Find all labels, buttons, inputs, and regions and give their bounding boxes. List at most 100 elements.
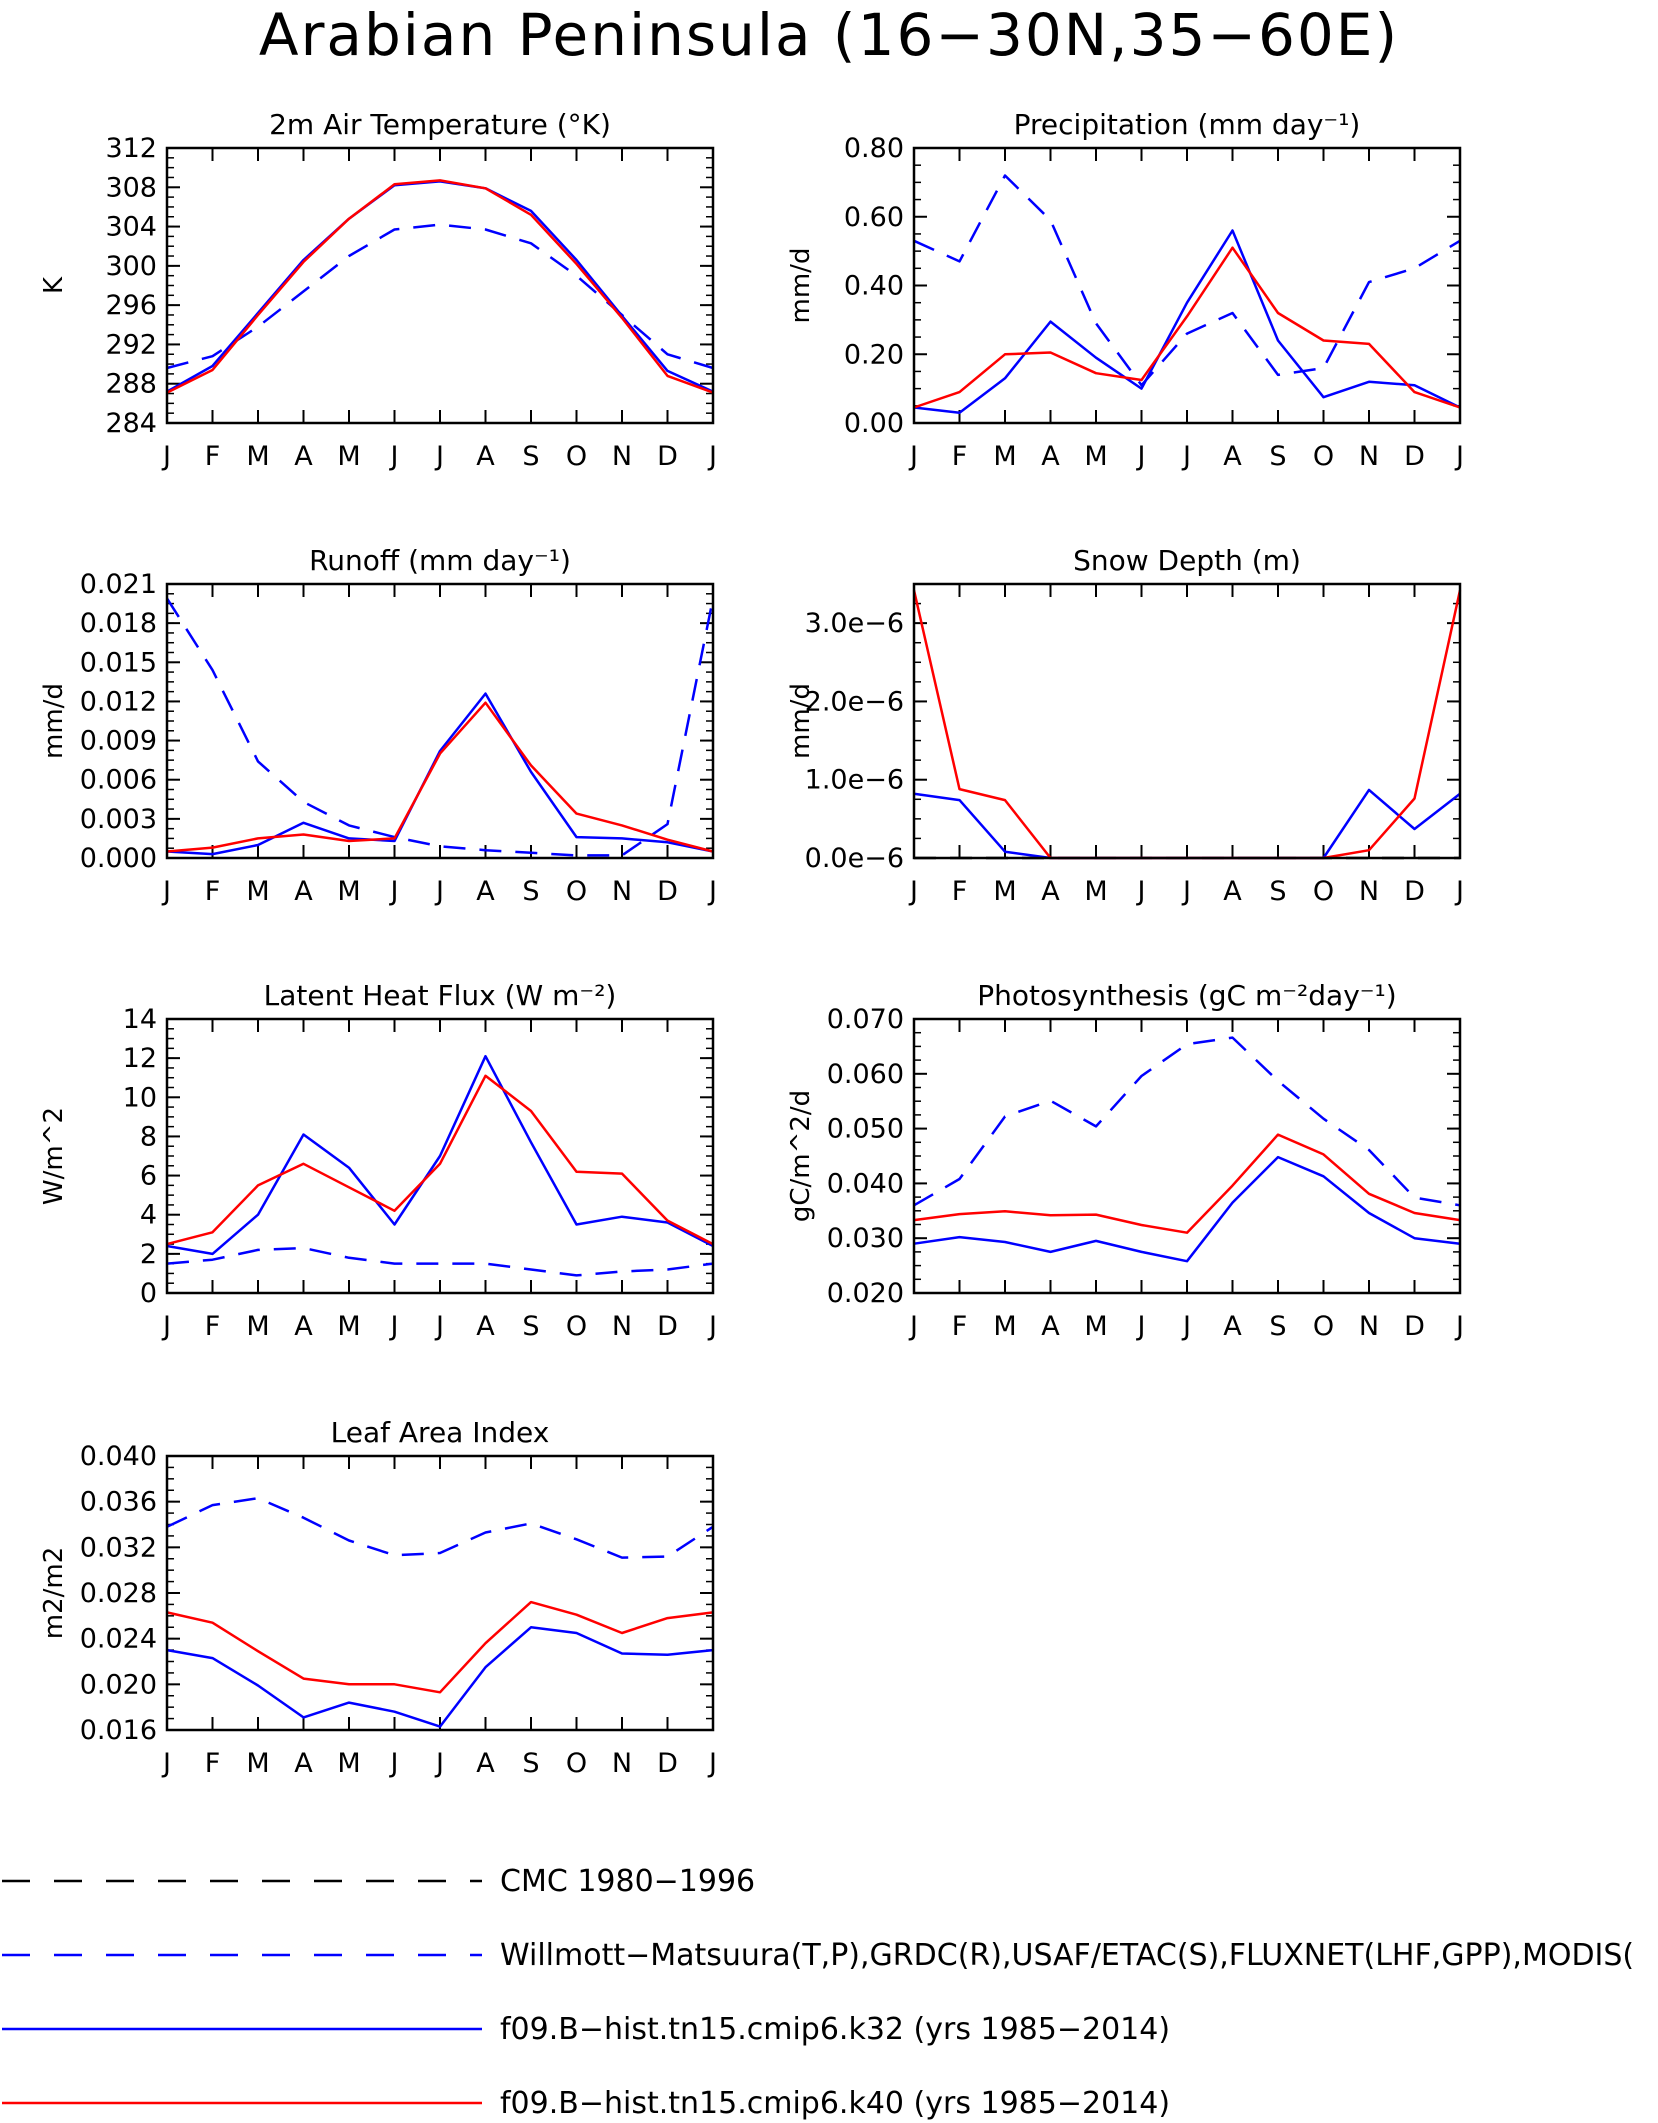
x-tick-label: A — [476, 441, 495, 472]
y-tick-label: 0.006 — [80, 765, 157, 796]
x-tick-label: F — [205, 1311, 221, 1342]
panel-photosynthesis-gc-m-day: Photosynthesis (gC m⁻²day⁻¹) gC/m^2/d 0.02… — [786, 979, 1464, 1342]
x-tick-label: S — [1269, 441, 1286, 472]
y-tick-label: 0.0e−6 — [805, 843, 904, 874]
x-tick-label: D — [657, 441, 678, 472]
x-tick-label: J — [707, 876, 717, 907]
x-tick-label: J — [161, 1748, 171, 1779]
panel-title: Precipitation (mm day⁻¹) — [1014, 108, 1361, 141]
panel-latent-heat-flux-w-m: Latent Heat Flux (W m⁻²) W/m^2 0 2 4 6 8 10 12 14… — [39, 979, 717, 1342]
x-tick-label: J — [1454, 1311, 1464, 1342]
x-tick-label: O — [566, 876, 587, 907]
y-tick-label: 0.024 — [80, 1624, 157, 1655]
x-tick-label: J — [1454, 876, 1464, 907]
y-tick-label: 2.0e−6 — [805, 686, 904, 717]
x-tick-label: J — [908, 876, 918, 907]
legend-label: Willmott−Matsuura(T,P),GRDC(R),USAF/ETAC… — [500, 1938, 1634, 1973]
x-tick-label: N — [612, 876, 632, 907]
panel-precipitation-mm-day: Precipitation (mm day⁻¹) mm/d 0.00 0.20 0.40… — [786, 108, 1464, 472]
x-tick-label: A — [476, 1748, 495, 1779]
y-tick-label: 12 — [123, 1043, 157, 1074]
y-tick-label: 300 — [105, 251, 157, 282]
panel-title: Latent Heat Flux (W m⁻²) — [264, 979, 617, 1012]
series-line-k40 — [166, 701, 714, 853]
plot-frame — [912, 146, 1462, 425]
x-tick-label: N — [1359, 441, 1379, 472]
x-tick-label: J — [161, 441, 171, 472]
x-tick-label: J — [1136, 441, 1146, 472]
legend-entry: CMC 1980−1996 — [2, 1864, 755, 1899]
x-tick-label: J — [1136, 1311, 1146, 1342]
x-tick-label: A — [294, 441, 313, 472]
x-tick-label: D — [657, 1311, 678, 1342]
legend-entry: f09.B−hist.tn15.cmip6.k40 (yrs 1985−2014… — [2, 2086, 1170, 2121]
x-tick-label: F — [952, 876, 968, 907]
x-tick-label: D — [657, 1748, 678, 1779]
series-line-k40 — [166, 1074, 714, 1246]
x-tick-label: J — [389, 441, 399, 472]
x-tick-label: S — [1269, 876, 1286, 907]
series-line-k40 — [166, 1600, 714, 1694]
plot-frame — [165, 1454, 715, 1732]
series-line-obs_multi — [913, 174, 1461, 387]
x-tick-label: M — [246, 1748, 269, 1779]
x-tick-label: F — [205, 1748, 221, 1779]
x-tick-label: J — [707, 1748, 717, 1779]
x-tick-label: M — [337, 441, 360, 472]
y-tick-label: 0.032 — [80, 1532, 157, 1563]
y-tick-label: 312 — [105, 133, 157, 164]
plot-frame — [912, 582, 1462, 860]
panel-title: Runoff (mm day⁻¹) — [309, 544, 571, 577]
x-tick-label: J — [434, 1311, 444, 1342]
y-tick-label: 0.60 — [844, 202, 904, 233]
x-tick-label: A — [1041, 441, 1060, 472]
series-line-k32 — [913, 229, 1461, 414]
x-tick-label: M — [1084, 441, 1107, 472]
series-line-k40 — [913, 246, 1461, 409]
legend-entry: Willmott−Matsuura(T,P),GRDC(R),USAF/ETAC… — [2, 1938, 1634, 1973]
x-tick-label: J — [1181, 441, 1191, 472]
plot-frame — [165, 146, 715, 425]
y-tick-label: 0.030 — [827, 1223, 904, 1254]
x-tick-label: A — [1223, 441, 1242, 472]
y-tick-label: 0.000 — [80, 843, 157, 874]
legend-label: f09.B−hist.tn15.cmip6.k32 (yrs 1985−2014… — [500, 2012, 1170, 2047]
y-axis-label: mm/d — [786, 683, 816, 759]
x-tick-label: F — [952, 1311, 968, 1342]
x-tick-label: A — [1041, 1311, 1060, 1342]
x-tick-label: A — [294, 1311, 313, 1342]
x-tick-label: F — [205, 876, 221, 907]
y-tick-label: 0 — [140, 1278, 157, 1309]
x-tick-label: M — [993, 1311, 1016, 1342]
series-line-obs_multi — [913, 1036, 1461, 1207]
x-tick-label: D — [1404, 1311, 1425, 1342]
panel-title: Leaf Area Index — [331, 1416, 550, 1449]
y-tick-label: 296 — [105, 290, 157, 321]
x-tick-label: M — [337, 1311, 360, 1342]
y-tick-label: 284 — [105, 408, 157, 439]
y-tick-label: 8 — [140, 1121, 157, 1152]
x-tick-label: A — [476, 1311, 495, 1342]
x-tick-label: O — [1313, 441, 1334, 472]
y-axis-label: W/m^2 — [39, 1107, 69, 1205]
x-tick-label: A — [476, 876, 495, 907]
x-tick-label: J — [434, 441, 444, 472]
y-tick-label: 0.012 — [80, 686, 157, 717]
series-line-k32 — [166, 180, 714, 393]
y-axis-label: mm/d — [39, 683, 69, 759]
y-tick-label: 0.040 — [80, 1441, 157, 1472]
y-tick-label: 0.050 — [827, 1114, 904, 1145]
x-tick-label: M — [993, 876, 1016, 907]
series-line-obs_multi — [166, 223, 714, 370]
x-tick-label: J — [434, 1748, 444, 1779]
panel-2m-air-temperature-k: 2m Air Temperature (°K) K 284 288 292 296 300 3… — [39, 108, 717, 472]
x-tick-label: M — [1084, 876, 1107, 907]
x-tick-label: J — [908, 441, 918, 472]
series-line-k32 — [166, 692, 714, 856]
x-tick-label: J — [707, 1311, 717, 1342]
legend-label: f09.B−hist.tn15.cmip6.k40 (yrs 1985−2014… — [500, 2086, 1170, 2121]
x-tick-label: A — [294, 1748, 313, 1779]
panel-title: 2m Air Temperature (°K) — [269, 108, 611, 141]
x-tick-label: O — [566, 441, 587, 472]
